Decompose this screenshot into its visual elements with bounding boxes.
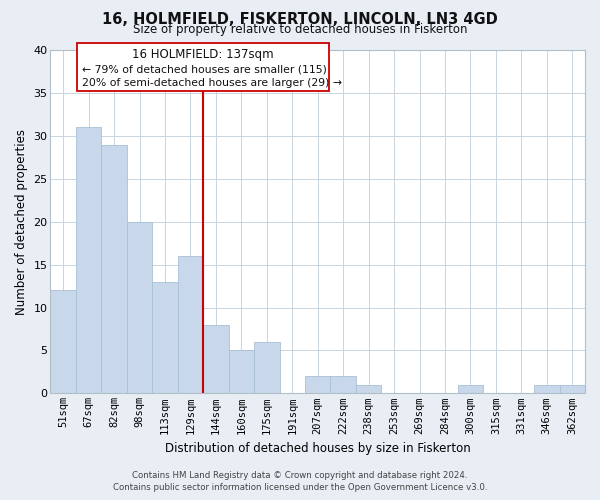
Bar <box>77 44 329 92</box>
Text: Size of property relative to detached houses in Fiskerton: Size of property relative to detached ho… <box>133 22 467 36</box>
Bar <box>458 385 483 394</box>
Text: 16, HOLMFIELD, FISKERTON, LINCOLN, LN3 4GD: 16, HOLMFIELD, FISKERTON, LINCOLN, LN3 4… <box>102 12 498 28</box>
Text: Contains HM Land Registry data © Crown copyright and database right 2024.
Contai: Contains HM Land Registry data © Crown c… <box>113 471 487 492</box>
Bar <box>305 376 331 394</box>
Bar <box>101 144 127 394</box>
Bar <box>229 350 254 394</box>
Bar <box>203 325 229 394</box>
Bar <box>178 256 203 394</box>
Y-axis label: Number of detached properties: Number of detached properties <box>15 129 28 315</box>
Bar <box>331 376 356 394</box>
Bar <box>152 282 178 394</box>
Bar <box>254 342 280 394</box>
X-axis label: Distribution of detached houses by size in Fiskerton: Distribution of detached houses by size … <box>165 442 470 455</box>
Bar <box>534 385 560 394</box>
Bar <box>127 222 152 394</box>
Text: 16 HOLMFIELD: 137sqm: 16 HOLMFIELD: 137sqm <box>133 48 274 61</box>
Bar <box>560 385 585 394</box>
Bar <box>356 385 382 394</box>
Text: 20% of semi-detached houses are larger (29) →: 20% of semi-detached houses are larger (… <box>82 78 342 88</box>
Bar <box>50 290 76 394</box>
Text: ← 79% of detached houses are smaller (115): ← 79% of detached houses are smaller (11… <box>82 64 327 74</box>
Bar <box>76 128 101 394</box>
